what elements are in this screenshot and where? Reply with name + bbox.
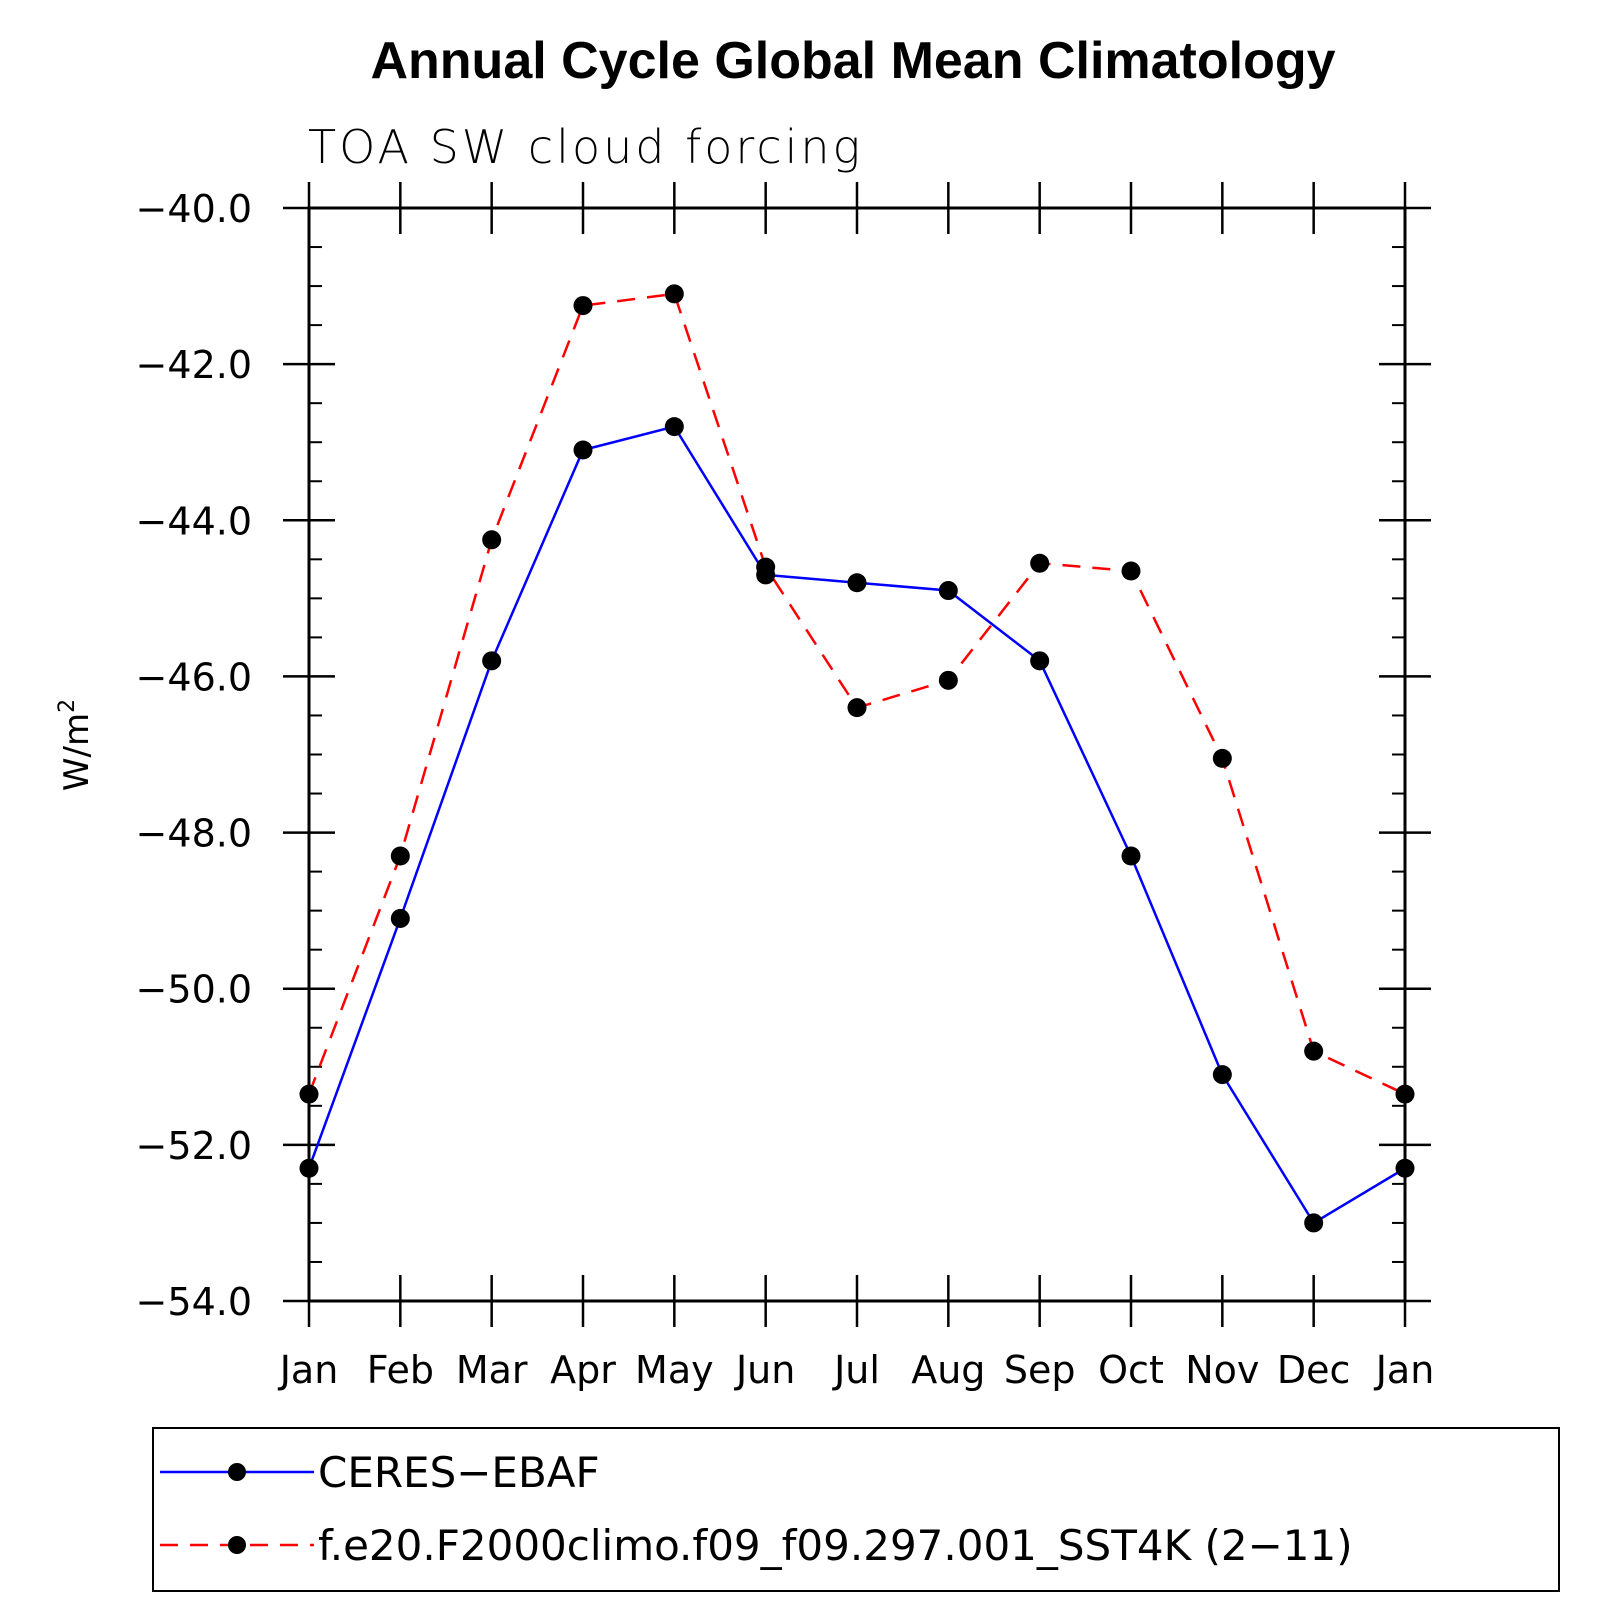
series-1-point <box>664 284 684 304</box>
y-tick-label: −54.0 <box>136 1280 252 1324</box>
x-tick-label: Jan <box>1374 1348 1435 1392</box>
series-0-point <box>1212 1065 1232 1085</box>
y-axis-label-units: W/m <box>57 713 97 791</box>
x-tick-label: Sep <box>1004 1348 1076 1392</box>
legend-label-ceres: CERES−EBAF <box>318 1448 600 1497</box>
x-tick-label: Dec <box>1277 1348 1351 1392</box>
series-1-point <box>938 670 958 690</box>
chart-subtitle: TOA SW cloud forcing <box>308 120 863 174</box>
series-0-point <box>1030 651 1050 671</box>
series-line-0 <box>307 425 1406 1225</box>
x-tick-label: Jun <box>734 1348 795 1392</box>
legend-marker-model <box>228 1536 246 1554</box>
series-0-point <box>938 581 958 601</box>
series-1-point <box>1121 561 1141 581</box>
x-tick-label: Nov <box>1185 1348 1259 1392</box>
y-tick-labels: −40.0 −42.0 −44.0 −46.0 −48.0 −50.0 −52.0 −54.0 <box>136 187 252 1324</box>
plot-frame <box>307 206 1407 1303</box>
series-0-point <box>482 651 502 671</box>
x-tick-label: Jan <box>278 1348 339 1392</box>
series-1-point <box>1212 748 1232 768</box>
series-1-point <box>756 557 776 577</box>
y-axis-label: W/m2 <box>55 699 97 791</box>
series-0-point <box>1121 846 1141 866</box>
y-axis-label-superscript: 2 <box>55 699 80 713</box>
y-tick-label: −44.0 <box>136 499 252 543</box>
x-tick-label: May <box>635 1348 714 1392</box>
series-0-point <box>573 440 593 460</box>
series-0-point <box>847 573 867 593</box>
series-1-point <box>847 698 867 718</box>
legend-label-model: f.e20.F2000climo.f09_f09.297.001_SST4K (… <box>318 1521 1353 1570</box>
series-0-point <box>390 908 410 928</box>
series-1-point <box>390 846 410 866</box>
y-tick-label: −50.0 <box>136 968 252 1012</box>
y-tick-label: −42.0 <box>136 343 252 387</box>
x-tick-label: Feb <box>367 1348 434 1392</box>
major-ticks <box>283 182 1431 1327</box>
y-tick-label: −40.0 <box>136 187 252 231</box>
series-1-point <box>482 530 502 550</box>
series-1-point <box>1030 553 1050 573</box>
series-1-point <box>1304 1041 1324 1061</box>
x-tick-label: Aug <box>911 1348 985 1392</box>
x-tick-label: Jul <box>832 1348 880 1392</box>
legend-box <box>152 1427 1560 1592</box>
series-1-point <box>573 296 593 316</box>
series-0-point <box>1304 1213 1324 1233</box>
x-tick-label: Apr <box>550 1348 616 1392</box>
legend: CERES−EBAF f.e20.F2000climo.f09_f09.297.… <box>152 1427 1560 1592</box>
x-tick-labels: Jan Feb Mar Apr May Jun Jul Aug Sep Oct Nov Dec Jan <box>278 1348 1435 1392</box>
chart-title: Annual Cycle Global Mean Climatology <box>370 32 1335 90</box>
x-tick-label: Oct <box>1098 1348 1164 1392</box>
legend-marker-ceres <box>228 1463 246 1481</box>
y-tick-label: −48.0 <box>136 812 252 856</box>
series-line-1 <box>307 292 1406 1096</box>
x-tick-label: Mar <box>456 1348 528 1392</box>
series-layer <box>299 284 1415 1233</box>
minor-ticks <box>309 246 1405 1263</box>
y-tick-label: −46.0 <box>136 655 252 699</box>
series-0-point <box>664 417 684 437</box>
y-tick-label: −52.0 <box>136 1124 252 1168</box>
svg-text:W/m2: W/m2 <box>55 699 97 791</box>
